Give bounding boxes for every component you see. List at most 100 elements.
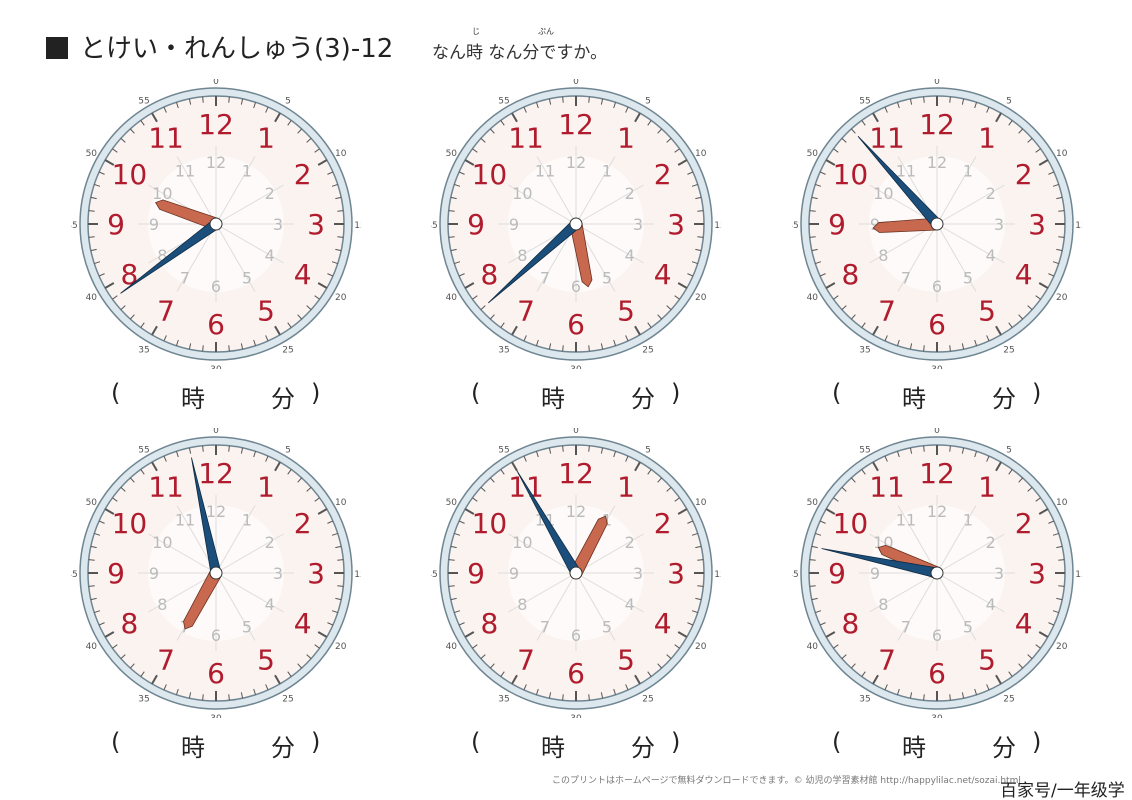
- tick: [163, 106, 167, 113]
- hour-number: 4: [654, 607, 672, 640]
- minute-label: 25: [642, 695, 653, 705]
- tick: [94, 183, 101, 187]
- minute-label: 35: [498, 695, 509, 705]
- minute-label: 50: [446, 498, 458, 508]
- inner-hour-number: 5: [963, 618, 973, 637]
- tick: [923, 96, 925, 103]
- tick: [331, 532, 338, 536]
- tick: [909, 692, 913, 699]
- tick: [666, 305, 672, 311]
- hour-number: 3: [1028, 208, 1046, 241]
- tick: [458, 273, 465, 277]
- tick: [562, 345, 564, 352]
- sector-line: [936, 223, 1005, 264]
- hour-number: 12: [558, 457, 594, 490]
- center-pin: [930, 566, 944, 580]
- tick: [448, 559, 455, 561]
- sector-line: [897, 572, 938, 641]
- tick: [666, 654, 672, 660]
- tick: [297, 314, 303, 320]
- tick: [809, 236, 816, 238]
- tick: [228, 445, 230, 452]
- minute-label: 30: [210, 714, 222, 718]
- tick: [1052, 610, 1059, 614]
- tick: [1052, 183, 1059, 187]
- minute-label: 50: [807, 149, 819, 159]
- inner-hour-number: 10: [152, 184, 172, 203]
- tick: [287, 469, 292, 475]
- answer-hour: 時: [541, 385, 565, 413]
- hour-number: 12: [198, 108, 234, 141]
- hour-number: 7: [157, 644, 175, 677]
- inner-hour-number: 9: [870, 215, 880, 234]
- minute-label: 10: [1056, 149, 1068, 159]
- minute-label: 5: [285, 96, 291, 106]
- tick: [523, 684, 527, 691]
- minute-label: 5: [1006, 445, 1012, 455]
- sector-line: [575, 184, 644, 225]
- tick: [811, 196, 818, 200]
- tick: [202, 96, 204, 103]
- tick: [819, 171, 826, 175]
- tick: [674, 148, 680, 153]
- hour-number: 6: [567, 308, 585, 341]
- minute-label: 55: [498, 445, 509, 455]
- inner-hour-number: 9: [509, 215, 519, 234]
- tick: [809, 559, 816, 561]
- tick: [306, 654, 312, 660]
- tick: [88, 210, 95, 212]
- tick: [1027, 486, 1033, 492]
- tick: [306, 305, 312, 311]
- tick: [454, 610, 461, 614]
- tick: [90, 545, 97, 549]
- tick: [657, 314, 663, 320]
- tick: [90, 248, 97, 252]
- tick: [647, 322, 652, 328]
- tick: [697, 585, 704, 587]
- tick: [120, 654, 126, 660]
- sector-line: [575, 156, 616, 225]
- sector-line: [508, 533, 577, 574]
- watermark: 百家号/一年级学: [1000, 781, 1125, 800]
- tick: [511, 674, 518, 685]
- tick: [884, 684, 888, 691]
- tick: [1056, 196, 1063, 200]
- tick: [995, 674, 1002, 685]
- inner-hour-number: 10: [873, 184, 893, 203]
- tick: [188, 447, 192, 454]
- inner-hour-number: 11: [175, 510, 195, 529]
- tick: [297, 663, 303, 669]
- tick: [317, 159, 328, 166]
- tick: [140, 671, 145, 677]
- tick: [1035, 497, 1041, 502]
- tick: [202, 694, 204, 701]
- tick: [613, 451, 617, 458]
- minute-label: 40: [86, 293, 98, 303]
- tick: [489, 314, 495, 320]
- tick: [600, 98, 604, 105]
- inner-hour-number: 6: [571, 277, 581, 296]
- tick: [625, 335, 629, 342]
- hour-number: 9: [107, 208, 125, 241]
- minute-label: 0: [573, 79, 579, 87]
- hour-number: 6: [207, 657, 225, 690]
- tick: [677, 282, 688, 289]
- hour-number: 9: [828, 557, 846, 590]
- tick: [464, 282, 475, 289]
- minute-label: 20: [1056, 642, 1068, 652]
- minute-label: 35: [138, 695, 149, 705]
- tick: [588, 694, 590, 701]
- tick: [1035, 148, 1041, 153]
- center-pin: [209, 566, 223, 580]
- tick: [691, 261, 698, 265]
- answer-blank-5: (時 分): [471, 728, 711, 762]
- sector-line: [508, 572, 577, 613]
- tick: [961, 447, 965, 454]
- inner-hour-number: 4: [625, 246, 635, 265]
- hour-number: 7: [517, 644, 535, 677]
- minute-label: 45: [71, 570, 78, 580]
- inner-hour-number: 1: [602, 161, 612, 180]
- center-pin: [569, 566, 583, 580]
- tick: [562, 96, 564, 103]
- tick: [949, 694, 951, 701]
